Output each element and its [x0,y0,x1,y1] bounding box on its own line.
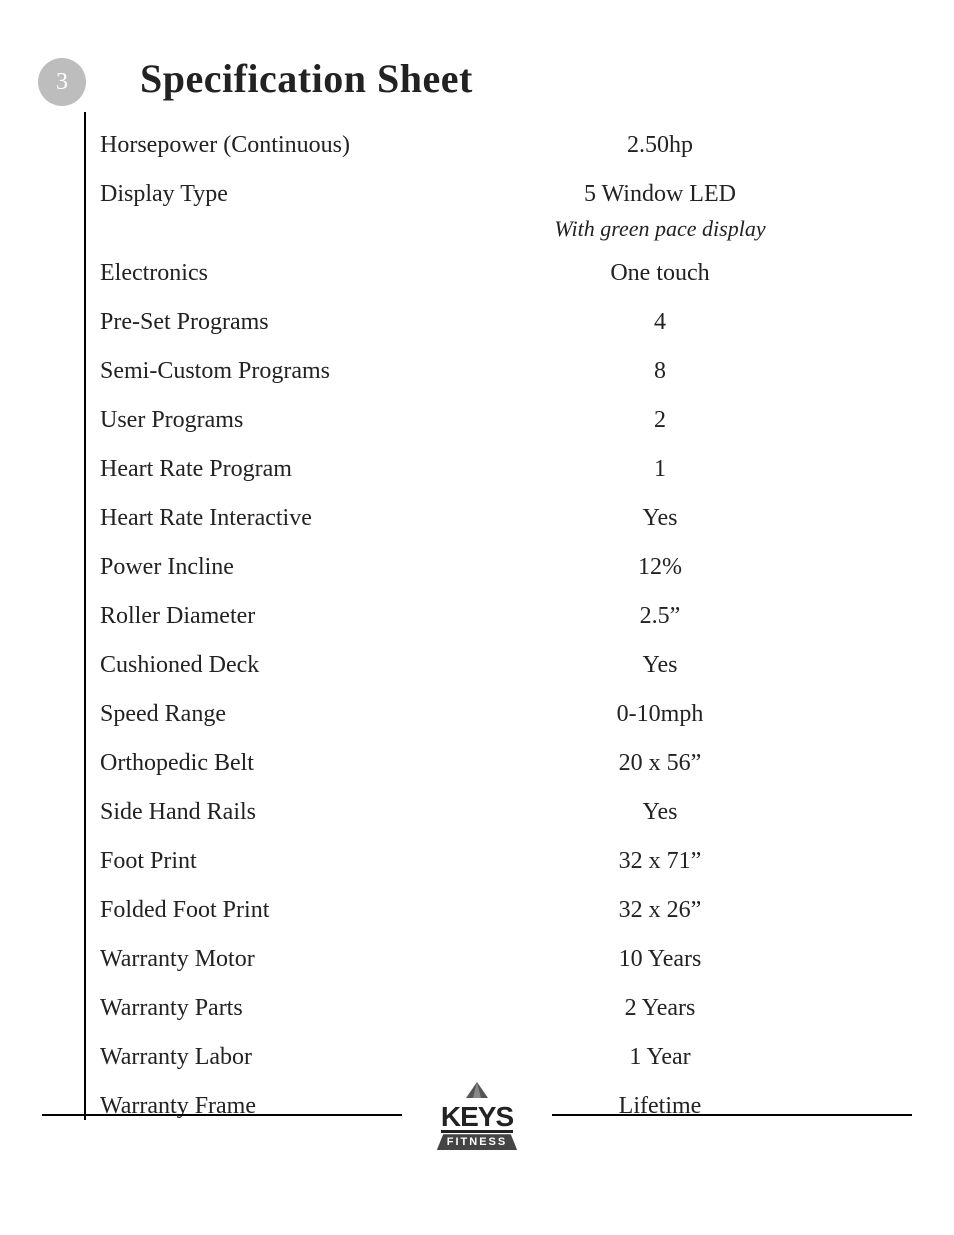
page-title: Specification Sheet [140,55,473,102]
spec-label: Display Type [100,181,460,208]
page-number: 3 [56,69,68,96]
spec-label: Speed Range [100,701,460,728]
spec-value: 20 x 56” [460,750,860,777]
spec-label: Semi-Custom Programs [100,358,460,385]
spec-row: Horsepower (Continuous)2.50hp [100,132,860,159]
spec-label: Warranty Labor [100,1044,460,1071]
spec-value: 1 Year [460,1044,860,1071]
logo-brand-text: KEYS [441,1104,513,1133]
spec-value: 2 [460,407,860,434]
spec-value: Yes [460,652,860,679]
spec-value: 1 [460,456,860,483]
spec-value: Yes [460,505,860,532]
spec-label: Side Hand Rails [100,799,460,826]
spec-row: Warranty Labor1 Year [100,1044,860,1071]
spec-row: Warranty Motor10 Years [100,946,860,973]
spec-value: Yes [460,799,860,826]
spec-row: Warranty Parts2 Years [100,995,860,1022]
spec-row: Foot Print32 x 71” [100,848,860,875]
spec-value: One touch [460,260,860,287]
footer-rule-left [42,1114,402,1116]
footer-rule-right [552,1114,912,1116]
spec-value: 2.5” [460,603,860,630]
spec-row: Semi-Custom Programs8 [100,358,860,385]
spec-label: Foot Print [100,848,460,875]
spec-row: Power Incline12% [100,554,860,581]
spec-row: ElectronicsOne touch [100,260,860,287]
spec-row: Heart Rate Program1 [100,456,860,483]
spec-label: Warranty Parts [100,995,460,1022]
spec-row: Roller Diameter2.5” [100,603,860,630]
page-number-badge: 3 [38,58,86,106]
spec-row: User Programs2 [100,407,860,434]
spec-label: Folded Foot Print [100,897,460,924]
spec-value: 0-10mph [460,701,860,728]
spec-value: 2 Years [460,995,860,1022]
spec-value: 5 Window LED [460,181,860,208]
spec-value: 32 x 26” [460,897,860,924]
spec-row: Speed Range0-10mph [100,701,860,728]
spec-value: 2.50hp [460,132,860,159]
spec-label: Cushioned Deck [100,652,460,679]
spec-label: User Programs [100,407,460,434]
spec-row: Heart Rate InteractiveYes [100,505,860,532]
spec-row: Pre-Set Programs4 [100,309,860,336]
spec-row: Side Hand RailsYes [100,799,860,826]
spec-value: 12% [460,554,860,581]
spec-row: Display Type5 Window LED [100,181,860,208]
spec-row: Orthopedic Belt20 x 56” [100,750,860,777]
spec-label: Heart Rate Program [100,456,460,483]
spec-value-note: With green pace display [460,216,860,242]
footer: KEYS FITNESS [0,1080,954,1150]
spec-label: Heart Rate Interactive [100,505,460,532]
logo-sub-text: FITNESS [437,1134,517,1150]
spec-value: 8 [460,358,860,385]
spec-row: Cushioned DeckYes [100,652,860,679]
spec-value: 4 [460,309,860,336]
spec-label: Roller Diameter [100,603,460,630]
spec-label: Horsepower (Continuous) [100,132,460,159]
spec-row: Folded Foot Print32 x 26” [100,897,860,924]
spec-label: Power Incline [100,554,460,581]
vertical-rule [84,112,86,1120]
spec-label: Warranty Motor [100,946,460,973]
spec-value: 32 x 71” [460,848,860,875]
spec-table: Horsepower (Continuous)2.50hpDisplay Typ… [100,132,860,1142]
spec-label: Orthopedic Belt [100,750,460,777]
spec-label: Pre-Set Programs [100,309,460,336]
spec-value: 10 Years [460,946,860,973]
spec-label: Electronics [100,260,460,287]
brand-logo: KEYS FITNESS [422,1080,532,1150]
